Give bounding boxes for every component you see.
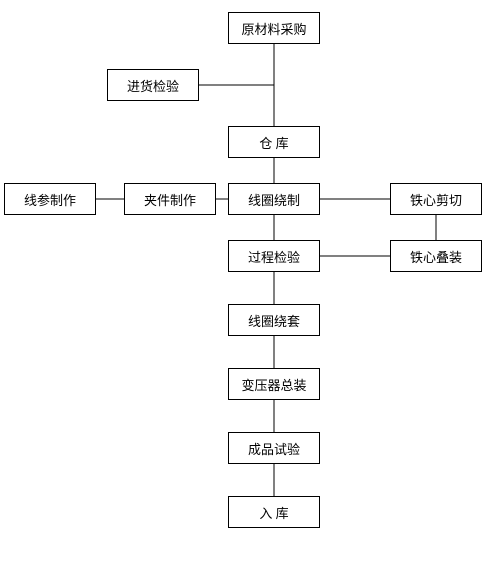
- node-label: 线圈绕制: [248, 190, 300, 209]
- node-iron-stack: 铁心叠装: [390, 240, 482, 272]
- node-clamp-make: 夹件制作: [124, 183, 216, 215]
- node-coil-sleeve: 线圈绕套: [228, 304, 320, 336]
- node-process-check: 过程检验: [228, 240, 320, 272]
- node-label: 仓 库: [259, 133, 288, 152]
- node-label: 夹件制作: [144, 190, 196, 209]
- node-final-test: 成品试验: [228, 432, 320, 464]
- node-label: 铁心叠装: [410, 247, 462, 266]
- node-transformer-asm: 变压器总装: [228, 368, 320, 400]
- node-label: 进货检验: [127, 76, 179, 95]
- node-label: 原材料采购: [241, 19, 306, 38]
- node-warehouse-out: 入 库: [228, 496, 320, 528]
- node-label: 入 库: [259, 503, 288, 522]
- node-label: 线参制作: [24, 190, 76, 209]
- node-label: 过程检验: [248, 247, 300, 266]
- node-wire-ref: 线参制作: [4, 183, 96, 215]
- node-raw-material: 原材料采购: [228, 12, 320, 44]
- node-label: 成品试验: [248, 439, 300, 458]
- node-warehouse-in: 仓 库: [228, 126, 320, 158]
- node-label: 铁心剪切: [410, 190, 462, 209]
- node-label: 线圈绕套: [248, 311, 300, 330]
- node-incoming-test: 进货检验: [107, 69, 199, 101]
- node-label: 变压器总装: [241, 375, 306, 394]
- flowchart-edges: [0, 0, 500, 578]
- node-iron-cut: 铁心剪切: [390, 183, 482, 215]
- node-coil-winding: 线圈绕制: [228, 183, 320, 215]
